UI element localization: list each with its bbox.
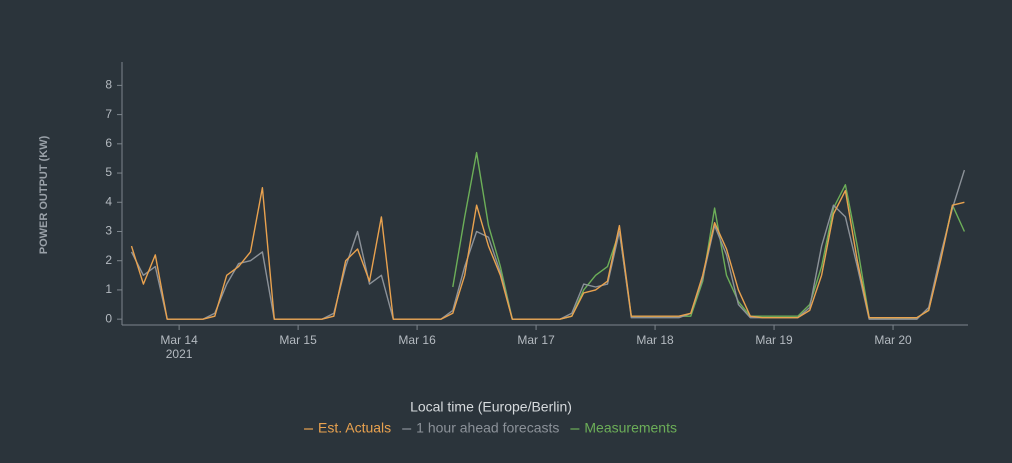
x-tick-label: Mar 17 — [517, 333, 555, 347]
y-tick-label: 4 — [105, 194, 112, 208]
y-tick-label: 5 — [105, 165, 112, 179]
y-tick-label: 0 — [105, 311, 112, 325]
y-axis-label: POWER OUTPUT (KW) — [38, 135, 50, 254]
x-tick-label: Mar 15 — [279, 333, 317, 347]
y-tick-label: 3 — [105, 224, 112, 238]
legend-label: 1 hour ahead forecasts — [416, 420, 559, 436]
y-tick-label: 8 — [105, 78, 112, 92]
x-axis-label: Local time (Europe/Berlin) — [410, 399, 572, 415]
x-tick-label: Mar 18 — [636, 333, 674, 347]
legend-label: Est. Actuals — [318, 420, 391, 436]
x-year-label: 2021 — [166, 347, 193, 361]
x-tick-label: Mar 16 — [398, 333, 436, 347]
series-line — [130, 187, 965, 320]
y-tick-label: 2 — [105, 253, 112, 267]
x-tick-label: Mar 19 — [755, 333, 793, 347]
legend-label: Measurements — [584, 420, 677, 436]
x-tick-label: Mar 20 — [874, 333, 912, 347]
x-tick-label: Mar 14 — [160, 333, 198, 347]
y-tick-label: 7 — [105, 107, 112, 121]
y-tick-label: 1 — [105, 282, 112, 296]
y-tick-label: 6 — [105, 136, 112, 150]
